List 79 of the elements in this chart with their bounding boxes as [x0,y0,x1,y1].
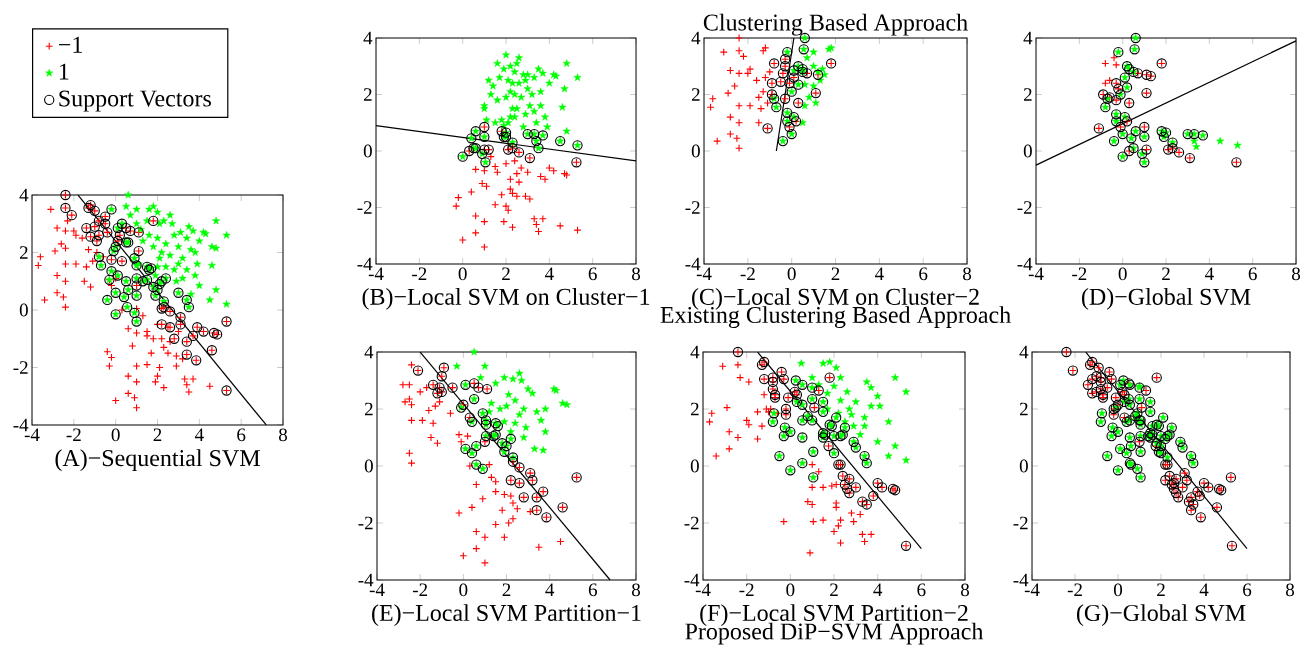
y-tick-label: 2 [364,402,373,416]
y-tick-label: -2 [1017,201,1032,214]
y-tick-label: 4 [364,345,374,359]
y-tick-label: 0 [364,459,373,473]
y-tick-label: 4 [19,188,29,202]
y-tick-label: -2 [13,361,28,374]
x-tick-label: -2 [1072,267,1087,280]
x-tick-label: 8 [963,267,972,281]
x-tick-label: 0 [1113,583,1123,597]
x-axis-title: (A)−Sequential SVM [55,449,260,472]
x-tick-label: 6 [588,267,597,281]
x-tick-label: 4 [874,267,884,280]
y-tick-label: 2 [363,88,372,101]
x-tick-label: 4 [545,583,555,596]
y-tick-label: 4 [1023,31,1033,45]
y-tick-label: 0 [363,144,372,158]
x-tick-label: 6 [919,267,928,281]
y-tick-label: 4 [363,31,373,45]
legend-label: 1 [59,63,69,80]
y-tick-label: 4 [1019,345,1029,359]
x-tick-label: 8 [631,583,641,597]
x-tick-label: 8 [1292,267,1301,281]
y-tick-label: 0 [690,459,699,473]
y-tick-label: -2 [684,516,699,530]
x-tick-label: 4 [194,428,204,441]
x-tick-label: 2 [1162,267,1170,280]
y-tick-label: 2 [691,88,700,101]
x-tick-label: 6 [917,583,926,597]
x-tick-label: 0 [458,267,467,281]
chart-title: Clustering Based Approach [703,13,968,36]
y-tick-label: 4 [691,31,701,45]
x-tick-label: -2 [412,267,427,280]
x-tick-label: 0 [111,428,120,442]
x-tick-label: 8 [631,267,641,281]
x-tick-label: 4 [873,583,883,596]
x-tick-label: 0 [787,267,796,281]
x-tick-label: 4 [1199,583,1209,596]
y-tick-label: -2 [685,201,700,214]
x-tick-label: 8 [1285,583,1295,597]
y-tick-label: 2 [19,246,28,259]
x-axis-title: (B)−Local SVM on Cluster−1 [362,288,650,310]
x-tick-label: -2 [739,583,754,596]
y-tick-label: 0 [1019,459,1028,473]
y-tick-label: 0 [19,303,28,317]
y-tick-label: 0 [1023,144,1032,158]
x-tick-label: -2 [1067,583,1082,596]
y-tick-label: 4 [690,345,700,359]
x-axis-title: (G)−Global SVM [1076,604,1246,626]
x-tick-label: 0 [459,583,468,597]
x-tick-label: 6 [1248,267,1257,281]
x-tick-label: 4 [544,267,554,280]
x-tick-label: 2 [153,428,162,441]
x-tick-label: 8 [278,428,288,442]
x-tick-label: -2 [740,267,755,280]
x-tick-label: 2 [831,267,840,280]
x-tick-label: 2 [830,583,838,596]
x-tick-label: 4 [1204,267,1214,280]
x-tick-label: 0 [786,583,795,597]
x-tick-label: 6 [1243,583,1252,597]
y-tick-label: 2 [1019,402,1028,416]
x-axis-title: (D)−Global SVM [1081,288,1251,310]
x-tick-label: 2 [502,583,511,596]
x-tick-label: 6 [237,428,246,442]
y-tick-label: -2 [357,201,372,214]
x-tick-label: 6 [588,583,598,597]
x-tick-label: -2 [412,583,428,596]
x-tick-label: 2 [502,267,510,280]
y-tick-label: -2 [1013,516,1028,530]
y-tick-label: 2 [1023,88,1032,101]
x-tick-label: 2 [1157,583,1165,596]
x-axis-title: (E)−Local SVM Partition−1 [372,604,641,626]
y-tick-label: 2 [690,402,699,416]
x-tick-label: 8 [960,583,970,597]
y-tick-label: 0 [691,144,700,158]
legend-label: Support Vectors [59,90,211,112]
x-tick-label: 0 [1118,267,1127,281]
y-tick-label: -2 [358,516,373,530]
x-tick-label: -2 [66,428,81,441]
legend-label: −1 [59,36,82,53]
